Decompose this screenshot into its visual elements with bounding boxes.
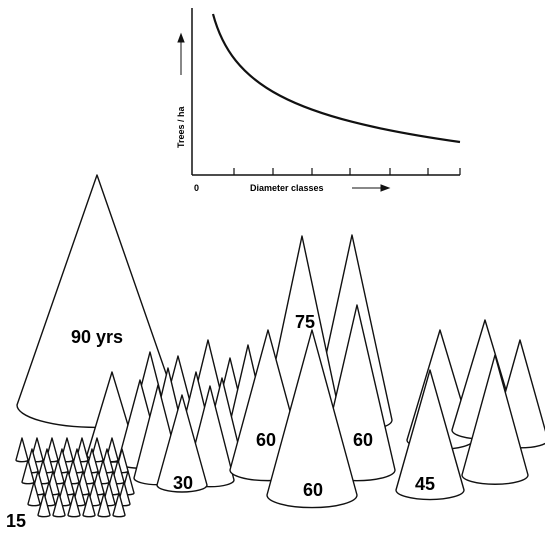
- cone: [27, 481, 41, 507]
- cone-label: 15: [6, 511, 26, 531]
- x-arrowhead: [380, 184, 391, 192]
- cone-label: 60: [303, 480, 323, 500]
- y-label: Trees / ha: [176, 105, 186, 148]
- x-ticks: [233, 168, 461, 175]
- cone: [52, 492, 66, 518]
- cone-label: 90 yrs: [71, 327, 123, 347]
- origin-label: 0: [194, 183, 199, 193]
- cone: [97, 492, 111, 518]
- cone: [461, 354, 529, 485]
- cone: [112, 492, 126, 518]
- cone: [156, 394, 208, 493]
- cone-labels: 90 yrs 75 60 60 60 45 30 15: [6, 312, 435, 531]
- cone-label: 75: [295, 312, 315, 332]
- cone-label: 60: [256, 430, 276, 450]
- cone: [15, 437, 29, 463]
- cone: [67, 492, 81, 518]
- cone-label: 30: [173, 473, 193, 493]
- cones: [15, 174, 545, 518]
- cone: [37, 492, 51, 518]
- graph: [177, 8, 461, 192]
- x-label: Diameter classes: [250, 183, 324, 193]
- cone: [395, 369, 465, 501]
- cone: [82, 492, 96, 518]
- cone-label: 60: [353, 430, 373, 450]
- curve: [211, 13, 461, 144]
- cone: [266, 329, 358, 509]
- cone-label: 45: [415, 474, 435, 494]
- y-arrowhead: [177, 32, 185, 43]
